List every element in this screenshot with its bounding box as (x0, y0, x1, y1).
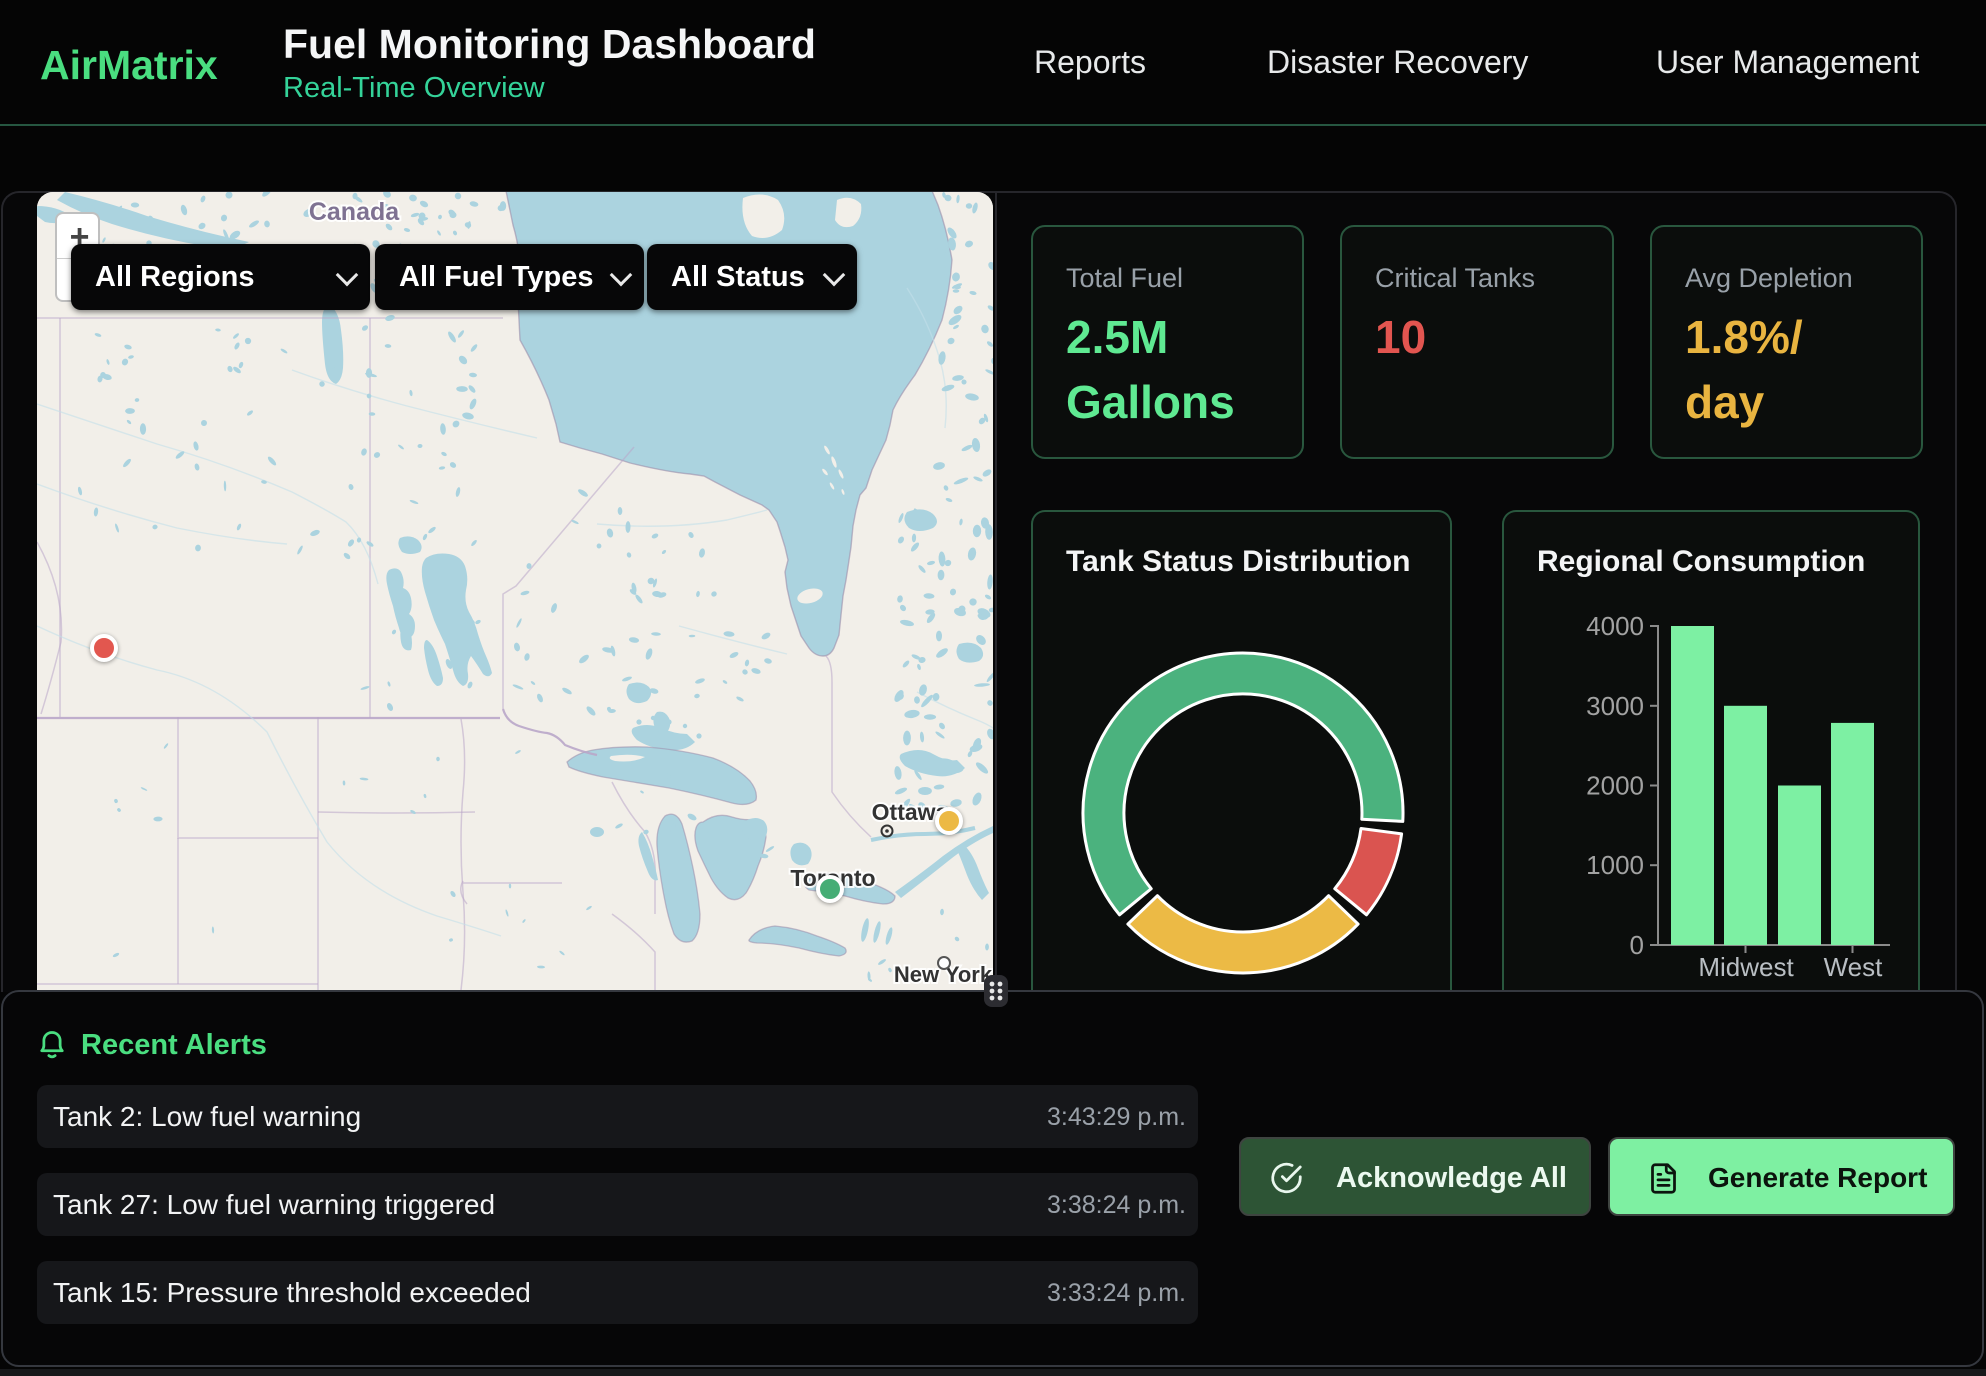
svg-text:2000: 2000 (1586, 771, 1644, 801)
svg-text:0: 0 (1630, 930, 1644, 960)
svg-text:1000: 1000 (1586, 850, 1644, 880)
svg-text:Midwest: Midwest (1698, 952, 1794, 982)
svg-text:West: West (1824, 952, 1884, 982)
svg-text:3000: 3000 (1586, 691, 1644, 721)
svg-text:4000: 4000 (1586, 611, 1644, 641)
svg-text:Canada: Canada (309, 198, 400, 226)
